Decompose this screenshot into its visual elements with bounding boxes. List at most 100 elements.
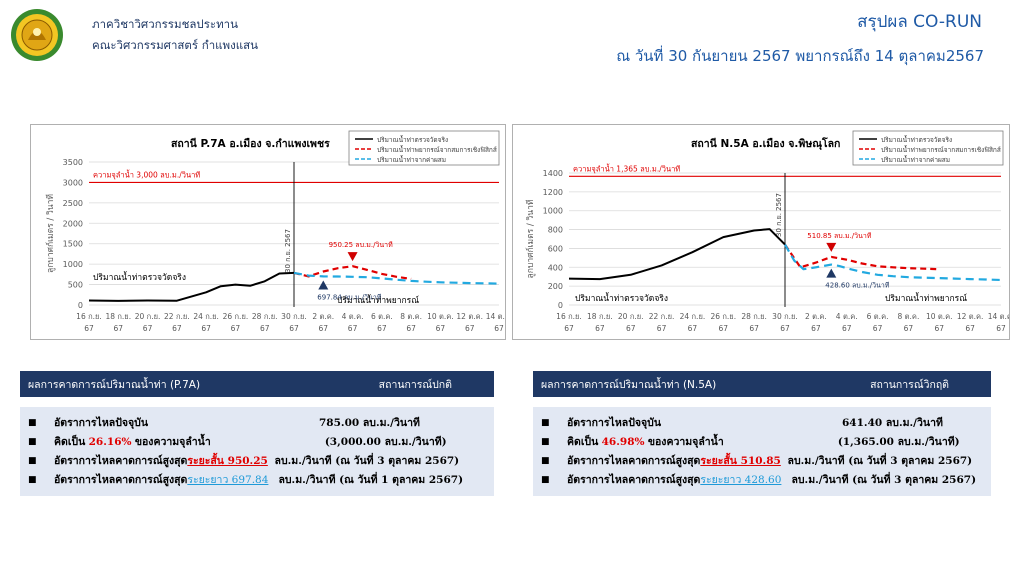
- legend-label: ปริมาณน้ำท่าพยากรณ์จากสมการเชิงฟิสิกส์: [377, 145, 497, 154]
- x-tick-label: 6 ต.ค.: [371, 312, 393, 321]
- chart-title: สถานี N.5A อ.เมือง จ.พิษณุโลก: [691, 137, 840, 151]
- legend-label: ปริมาณน้ำท่าจากค่าผสม: [881, 155, 950, 164]
- x-tick-label: 6 ต.ค.: [867, 312, 889, 321]
- short-peak-marker: [826, 242, 837, 252]
- legend-box: [348, 130, 500, 166]
- chart-p7a: 0 500 1000 1500 2000 2500 3000 3500 16 ก.ย. 67 18 …: [30, 124, 506, 340]
- forecast-region-label: ปริมาณน้ำท่าพยากรณ์: [885, 292, 967, 304]
- current-flow-row: ■ อัตราการไหลปัจจุบัน 641.40 ลบ.ม./วินาท…: [541, 413, 981, 432]
- series-line-combined: [784, 244, 1002, 282]
- y-tick-label: 500: [68, 281, 83, 290]
- series-line-physics: [784, 243, 940, 271]
- legend-label: ปริมาณน้ำท่าตรวจวัดจริง: [377, 135, 448, 144]
- legend-box: [852, 130, 1004, 166]
- panel-heading: ผลการคาดการณ์ปริมาณน้ำท่า (P.7A): [28, 378, 201, 391]
- x-tick-label: 20 ก.ย.: [618, 312, 644, 321]
- x-tick-label: 30 ก.ย.: [772, 312, 798, 321]
- summary-panel-n5a: ผลการคาดการณ์ปริมาณน้ำท่า (N.5A) สถานการ…: [533, 371, 991, 496]
- long-term-label: อัตราการไหลคาดการณ์สูงสุด: [54, 474, 188, 486]
- short-term-label: อัตราการไหลคาดการณ์สูงสุด: [567, 455, 701, 467]
- observed-region-label: ปริมาณน้ำท่าตรวจวัดจริง: [575, 292, 668, 304]
- x-tick-year: 67: [377, 324, 387, 333]
- x-tick-year: 67: [626, 324, 636, 333]
- chart-p7a-svg: 0 500 1000 1500 2000 2500 3000 3500 16 ก.ย. 67 18 …: [45, 130, 505, 333]
- ratio-percent: 46.98%: [601, 435, 645, 448]
- x-tick-year: 67: [436, 324, 446, 333]
- x-tick-label: 22 ก.ย.: [649, 312, 675, 321]
- y-tick-label: 1000: [63, 260, 83, 269]
- x-tick-label: 14 ต.ค.: [486, 312, 505, 321]
- forecast-region-label: ปริมาณน้ำท่าพยากรณ์: [337, 294, 419, 306]
- x-tick-year: 67: [348, 324, 358, 333]
- bullet-icon: ■: [541, 417, 550, 428]
- y-tick-label: 3500: [63, 158, 83, 167]
- divider-label: 30 ก.ย. 2567: [775, 193, 783, 237]
- x-tick-label: 16 ก.ย.: [556, 312, 582, 321]
- y-tick-label: 600: [548, 244, 563, 253]
- ratio-label: คิดเป็น: [54, 436, 86, 448]
- ratio-mid-text: ของความจุลำน้ำ: [647, 436, 724, 448]
- x-tick-year: 67: [494, 324, 504, 333]
- page-subtitle: ณ วันที่ 30 กันยายน 2567 พยากรณ์ถึง 14 ต…: [616, 47, 984, 65]
- x-tick-label: 8 ต.ค.: [898, 312, 920, 321]
- x-tick-year: 67: [996, 324, 1006, 333]
- x-tick-year: 67: [406, 324, 416, 333]
- ratio-mid-text: ของความจุลำน้ำ: [134, 436, 211, 448]
- x-tick-label: 26 ก.ย.: [223, 312, 249, 321]
- long-term-label: อัตราการไหลคาดการณ์สูงสุด: [567, 474, 701, 486]
- x-tick-label: 4 ต.ค.: [342, 312, 364, 321]
- x-tick-year: 67: [465, 324, 475, 333]
- x-tick-year: 67: [811, 324, 821, 333]
- legend-label: ปริมาณน้ำท่าจากค่าผสม: [377, 155, 446, 164]
- chart-title: สถานี P.7A อ.เมือง จ.กำแพงเพชร: [171, 137, 330, 150]
- legend-label: ปริมาณน้ำท่าพยากรณ์จากสมการเชิงฟิสิกส์: [881, 145, 1001, 154]
- short-term-label: อัตราการไหลคาดการณ์สูงสุด: [54, 455, 188, 467]
- y-tick-label: 1400: [543, 169, 563, 178]
- y-tick-label: 0: [558, 301, 563, 310]
- bullet-icon: ■: [28, 455, 37, 466]
- short-peak-label: 950.25 ลบ.ม./วินาที: [329, 241, 394, 249]
- panel-body: ■ อัตราการไหลปัจจุบัน 785.00 ลบ.ม./วินาท…: [20, 407, 494, 496]
- x-tick-label: 2 ต.ค.: [805, 312, 827, 321]
- capacity-value: (3,000.00 ลบ.ม./วินาที): [324, 436, 447, 448]
- x-tick-year: 67: [873, 324, 883, 333]
- long-term-value: ระยะยาว 428.60: [700, 474, 782, 486]
- current-flow-label: อัตราการไหลปัจจุบัน: [54, 417, 149, 429]
- short-term-value: ระยะสั้น 510.85: [700, 455, 781, 467]
- series-line-observed: [568, 228, 786, 281]
- bullet-icon: ■: [28, 417, 37, 428]
- x-tick-year: 67: [842, 324, 852, 333]
- long-term-tail: ลบ.ม./วินาที (ณ วันที่ 3 ตุลาคม 2567): [791, 474, 977, 486]
- x-tick-year: 67: [749, 324, 759, 333]
- x-tick-label: 24 ก.ย.: [193, 312, 219, 321]
- x-tick-label: 24 ก.ย.: [680, 312, 706, 321]
- x-tick-year: 67: [319, 324, 329, 333]
- x-tick-label: 16 ก.ย.: [76, 312, 102, 321]
- x-tick-year: 67: [688, 324, 698, 333]
- short-term-tail: ลบ.ม./วินาที (ณ วันที่ 3 ตุลาคม 2567): [787, 455, 973, 467]
- x-tick-year: 67: [935, 324, 945, 333]
- x-tick-year: 67: [564, 324, 574, 333]
- current-flow-row: ■ อัตราการไหลปัจจุบัน 785.00 ลบ.ม./วินาท…: [28, 413, 484, 432]
- bullet-icon: ■: [541, 474, 550, 485]
- long-peak-label: 428.60 ลบ.ม./วินาที: [825, 282, 890, 290]
- x-tick-label: 4 ต.ค.: [836, 312, 858, 321]
- x-tick-label: 22 ก.ย.: [164, 312, 190, 321]
- x-tick-label: 28 ก.ย.: [252, 312, 278, 321]
- x-tick-label: 10 ต.ค.: [427, 312, 454, 321]
- y-tick-label: 400: [548, 263, 563, 272]
- faculty-logo: [11, 9, 63, 61]
- long-peak-marker: [826, 268, 837, 278]
- x-tick-year: 67: [657, 324, 667, 333]
- bullet-icon: ■: [28, 474, 37, 485]
- x-tick-label: 12 ต.ค.: [456, 312, 483, 321]
- x-tick-label: 26 ก.ย.: [710, 312, 736, 321]
- x-tick-year: 67: [114, 324, 124, 333]
- y-axis-label: ลูกบาศก์เมตร / วินาที: [525, 199, 536, 278]
- y-tick-label: 0: [78, 301, 83, 310]
- x-tick-label: 30 ก.ย.: [281, 312, 307, 321]
- x-tick-label: 18 ก.ย.: [587, 312, 613, 321]
- x-tick-label: 20 ก.ย.: [135, 312, 161, 321]
- short-peak-marker: [347, 252, 358, 262]
- capacity-ratio-row: ■ คิดเป็น 26.16% ของความจุลำน้ำ (3,000.0…: [28, 432, 484, 451]
